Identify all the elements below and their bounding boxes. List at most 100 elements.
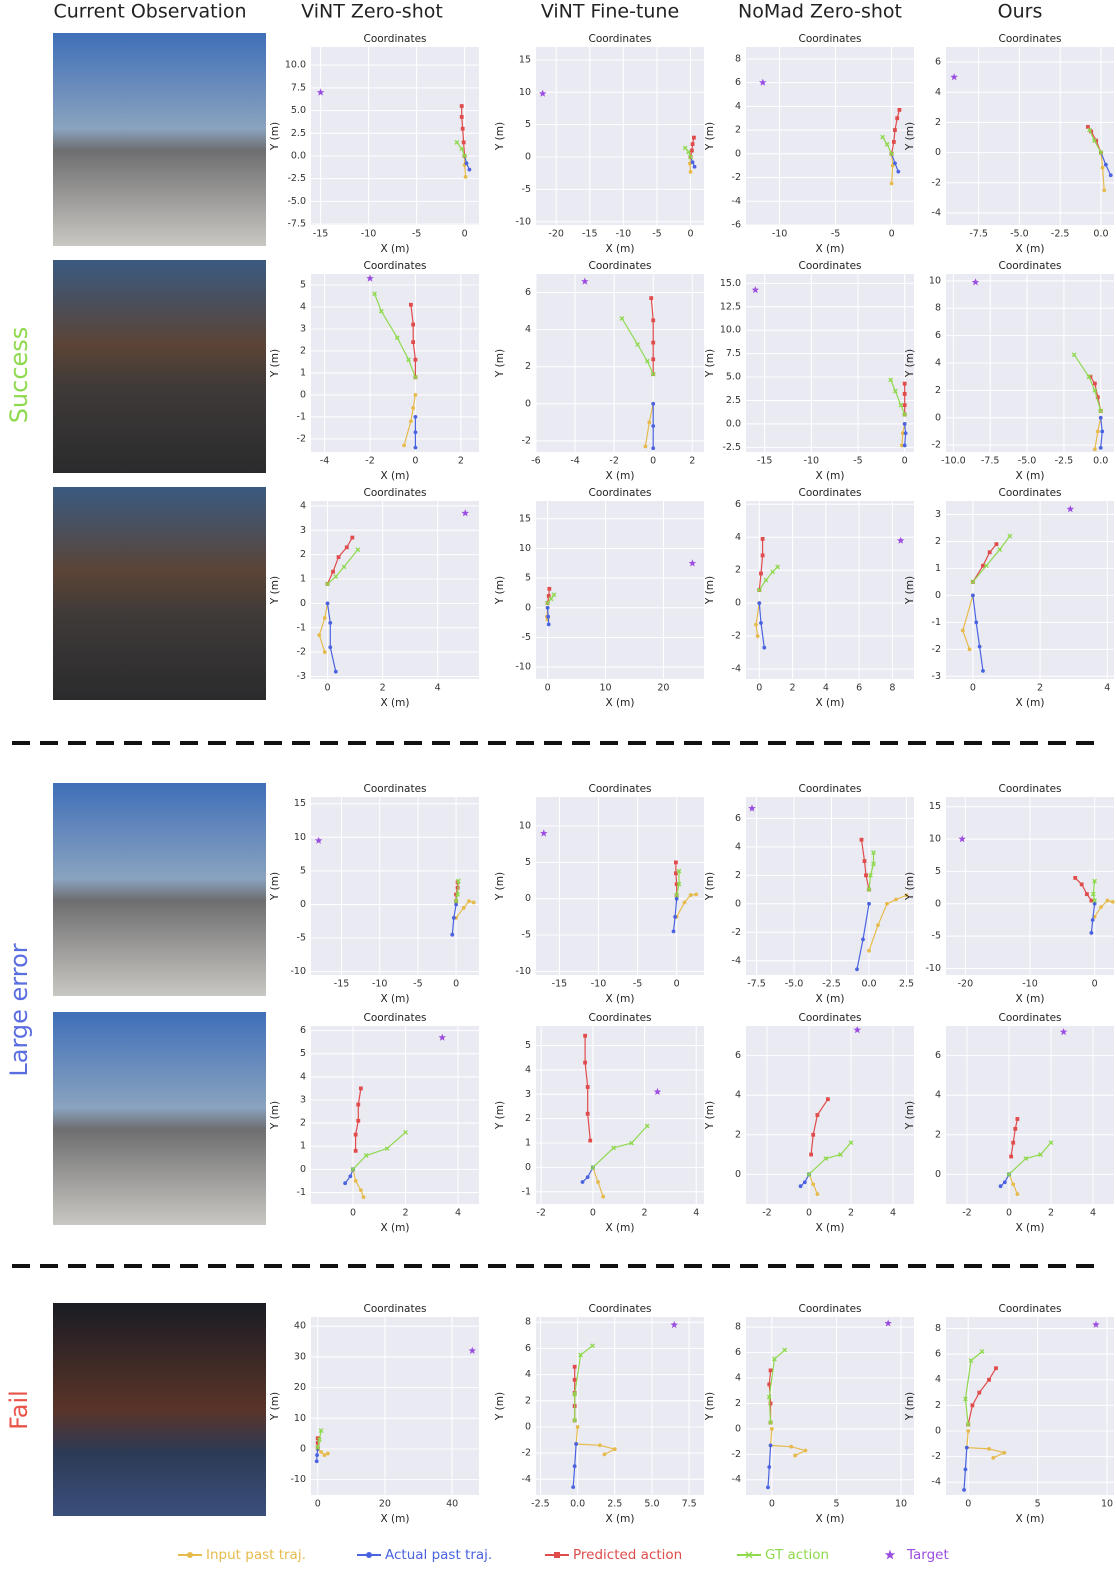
point	[1108, 173, 1113, 178]
trajectory-line	[808, 1142, 852, 1175]
y-tick-label: 10.0	[720, 325, 741, 336]
x-tick-label: 0	[325, 683, 331, 694]
point	[802, 1180, 807, 1185]
y-tick-label: 0	[935, 590, 941, 601]
point	[962, 1487, 966, 1492]
y-tick-label: -2	[297, 433, 306, 444]
x-tick-label: 2	[1037, 683, 1043, 694]
plot-area	[536, 274, 704, 452]
point	[848, 1140, 854, 1146]
y-tick-label: -10	[515, 662, 531, 673]
x-axis-label: X (m)	[381, 993, 410, 1005]
point	[893, 128, 897, 132]
trajectory-line	[972, 595, 984, 671]
x-tick-label: 4	[823, 683, 829, 694]
point	[450, 932, 455, 937]
x-tick-label: -15	[582, 229, 598, 240]
y-tick-label: -3	[297, 671, 306, 682]
point	[862, 859, 867, 863]
x-axis-label: X (m)	[606, 1513, 635, 1525]
y-tick-label: -10	[290, 1474, 306, 1485]
point	[583, 1060, 588, 1065]
x-tick-label: 0	[1006, 1208, 1012, 1219]
point	[315, 1453, 319, 1458]
chart: Coordinates X (m) Y (m) 0 2 4 -1 0 1 2 3 4 5 6	[269, 1012, 479, 1234]
plot-area	[946, 1026, 1114, 1204]
x-tick-label: -5	[831, 229, 840, 240]
point	[888, 377, 894, 383]
point	[588, 1138, 593, 1143]
y-tick-label: 15	[294, 798, 306, 809]
y-tick-label: 15	[929, 801, 941, 812]
point	[871, 861, 876, 867]
x-tick-label: -5	[633, 979, 642, 990]
point	[1086, 125, 1090, 129]
y-tick-label: 15	[519, 54, 531, 65]
point	[884, 141, 890, 147]
y-tick-label: 6	[735, 499, 741, 510]
x-tick-label: 0.0	[570, 1499, 585, 1510]
y-tick-label: 0	[525, 152, 531, 163]
point	[899, 443, 904, 448]
point	[885, 901, 889, 906]
x-tick-label: 5.0	[644, 1499, 659, 1510]
y-tick-label: 4	[935, 1374, 941, 1385]
x-axis-label: X (m)	[606, 243, 635, 255]
column-header: ViNT Zero-shot	[301, 1, 443, 23]
y-tick-label: 8	[525, 1317, 531, 1328]
point	[970, 593, 975, 598]
y-tick-label: 0	[735, 898, 741, 909]
chart: Coordinates X (m) Y (m) -20 -10 0 -10 -5 0 5 10 15	[904, 783, 1115, 1005]
x-tick-label: -15	[313, 229, 329, 240]
y-tick-label: 10	[519, 87, 531, 98]
point	[1006, 1171, 1012, 1177]
legend-marker	[187, 1552, 193, 1558]
point	[1098, 445, 1103, 450]
point	[815, 1192, 820, 1197]
y-tick-label: 4	[935, 1090, 941, 1101]
point	[356, 1118, 361, 1123]
y-axis-label: Y (m)	[494, 576, 506, 605]
x-tick-label: 8	[889, 683, 895, 694]
point	[902, 381, 907, 386]
x-tick-label: -2	[365, 456, 374, 467]
chart: Coordinates X (m) Y (m) -2 0 2 4 0 2 4 6	[704, 1012, 914, 1234]
chart-title: Coordinates	[998, 1012, 1061, 1024]
x-tick-label: -2	[962, 1208, 971, 1219]
y-axis-label: Y (m)	[494, 349, 506, 378]
point	[902, 443, 907, 448]
y-tick-label: 1	[300, 574, 306, 585]
y-tick-label: 2	[935, 1400, 941, 1411]
point	[896, 169, 901, 174]
y-tick-label: 0	[300, 598, 306, 609]
point	[671, 929, 676, 934]
observation-images	[53, 33, 266, 1516]
chart-title: Coordinates	[363, 33, 426, 45]
point	[902, 403, 907, 408]
y-tick-label: -2	[297, 647, 306, 658]
y-tick-label: 4	[300, 500, 306, 511]
point	[889, 181, 894, 186]
y-tick-label: -4	[932, 207, 941, 218]
chart-title: Coordinates	[588, 783, 651, 795]
y-tick-label: 2	[525, 1113, 531, 1124]
x-tick-label: 0	[688, 229, 694, 240]
point	[994, 542, 999, 547]
x-tick-label: 4	[435, 683, 441, 694]
point	[1092, 138, 1097, 143]
point	[363, 1153, 369, 1158]
x-tick-label: 0	[350, 1208, 356, 1219]
point	[1092, 1320, 1100, 1328]
point	[1073, 876, 1078, 880]
point	[651, 357, 656, 362]
trajectory-line	[621, 318, 654, 375]
y-tick-label: 2.5	[291, 128, 306, 139]
trajectory-line	[758, 566, 779, 591]
x-tick-label: -15	[334, 979, 350, 990]
point	[601, 1194, 606, 1199]
plot-area	[746, 1317, 914, 1495]
x-tick-label: -10	[361, 229, 377, 240]
observation-image	[53, 33, 266, 246]
y-tick-label: -5	[522, 930, 531, 941]
point	[629, 1140, 635, 1146]
